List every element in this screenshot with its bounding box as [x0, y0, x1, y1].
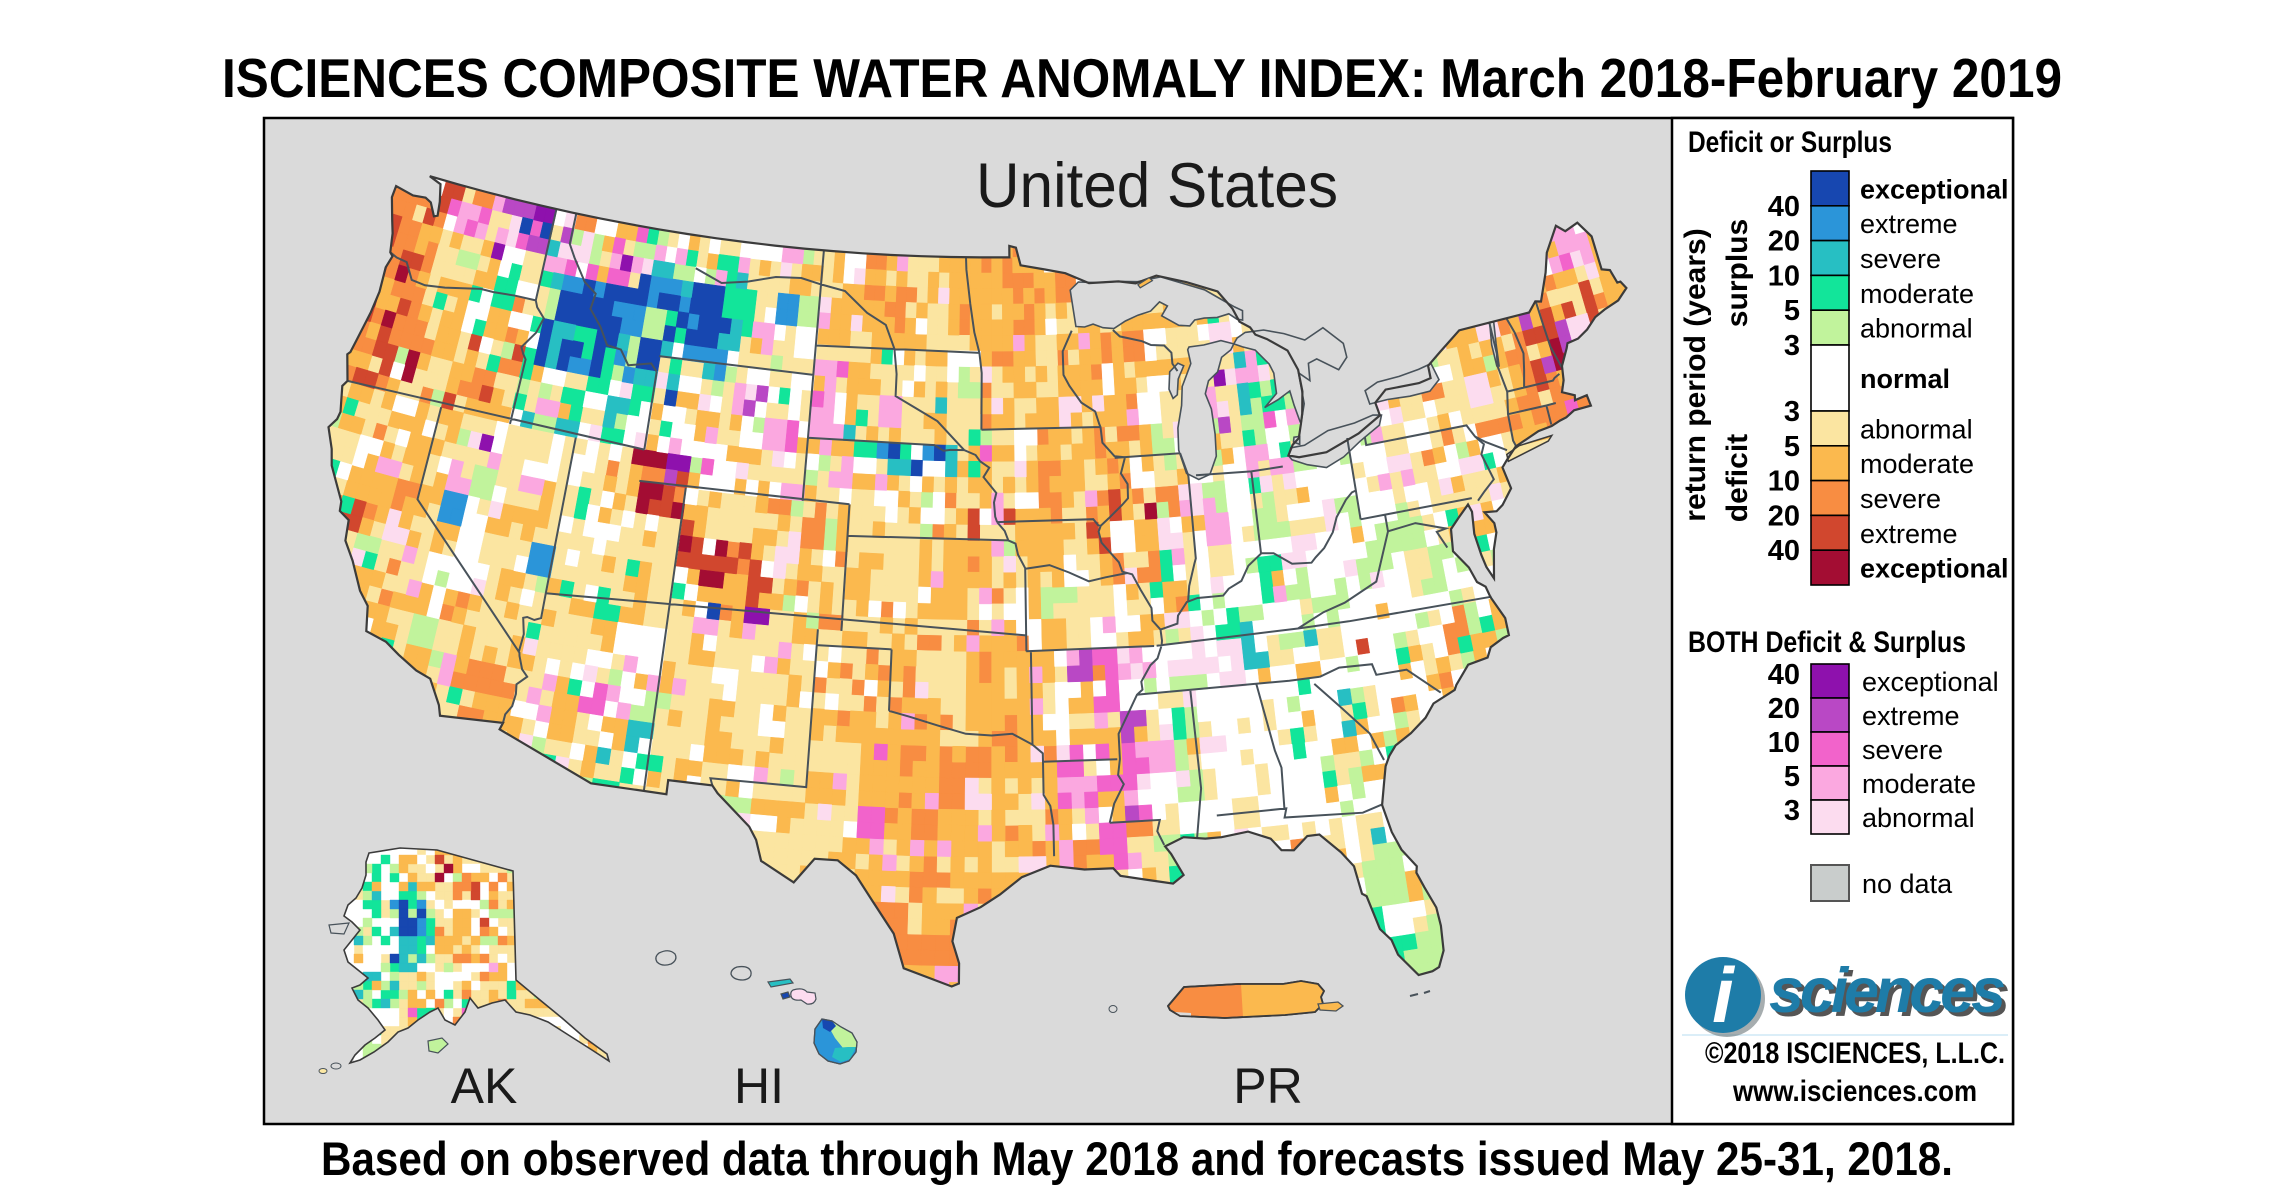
svg-text:PR: PR	[1233, 1058, 1302, 1114]
svg-text:ISCIENCES COMPOSITE WATER ANOM: ISCIENCES COMPOSITE WATER ANOMALY INDEX:…	[222, 47, 2062, 109]
svg-text:40: 40	[1768, 535, 1800, 567]
svg-text:HI: HI	[734, 1058, 784, 1114]
svg-text:AK: AK	[451, 1058, 518, 1114]
svg-text:severe: severe	[1862, 735, 1943, 765]
svg-text:20: 20	[1768, 693, 1800, 725]
svg-text:©2018 ISCIENCES, L.L.C.: ©2018 ISCIENCES, L.L.C.	[1705, 1037, 2005, 1070]
svg-text:surplus: surplus	[1721, 219, 1754, 327]
svg-text:sciences: sciences	[1773, 960, 2010, 1030]
svg-text:abnormal: abnormal	[1862, 803, 1975, 833]
svg-text:20: 20	[1768, 500, 1800, 532]
svg-text:10: 10	[1768, 260, 1800, 292]
svg-text:i: i	[1712, 951, 1735, 1039]
svg-text:extreme: extreme	[1862, 701, 1960, 731]
svg-text:www.isciences.com: www.isciences.com	[1732, 1075, 1977, 1108]
svg-text:5: 5	[1784, 761, 1800, 793]
svg-text:exceptional: exceptional	[1860, 174, 2009, 204]
svg-text:20: 20	[1768, 226, 1800, 258]
svg-text:normal: normal	[1860, 364, 1950, 394]
svg-text:10: 10	[1768, 727, 1800, 759]
svg-text:exceptional: exceptional	[1860, 554, 2009, 584]
svg-text:Deficit or Surplus: Deficit or Surplus	[1688, 126, 1892, 159]
svg-text:no data: no data	[1862, 869, 1953, 899]
svg-text:3: 3	[1784, 330, 1800, 362]
svg-text:severe: severe	[1860, 244, 1941, 274]
svg-text:5: 5	[1784, 295, 1800, 327]
svg-text:10: 10	[1768, 466, 1800, 498]
svg-text:5: 5	[1784, 431, 1800, 463]
svg-text:abnormal: abnormal	[1860, 414, 1973, 444]
svg-text:sciences: sciences	[1769, 956, 2006, 1026]
svg-text:exceptional: exceptional	[1862, 667, 1999, 697]
svg-text:extreme: extreme	[1860, 519, 1958, 549]
svg-text:United States: United States	[976, 151, 1338, 221]
svg-text:Based on observed data through: Based on observed data through May 2018 …	[321, 1132, 1953, 1185]
svg-text:abnormal: abnormal	[1860, 314, 1973, 344]
svg-text:return period (years): return period (years)	[1679, 228, 1712, 521]
svg-text:extreme: extreme	[1860, 209, 1958, 239]
svg-text:moderate: moderate	[1860, 279, 1974, 309]
svg-text:40: 40	[1768, 191, 1800, 223]
svg-text:BOTH Deficit & Surplus: BOTH Deficit & Surplus	[1688, 626, 1966, 659]
svg-text:moderate: moderate	[1860, 449, 1974, 479]
svg-text:moderate: moderate	[1862, 769, 1976, 799]
svg-text:severe: severe	[1860, 484, 1941, 514]
svg-text:40: 40	[1768, 659, 1800, 691]
svg-text:3: 3	[1784, 396, 1800, 428]
svg-text:3: 3	[1784, 795, 1800, 827]
svg-text:deficit: deficit	[1721, 434, 1754, 522]
